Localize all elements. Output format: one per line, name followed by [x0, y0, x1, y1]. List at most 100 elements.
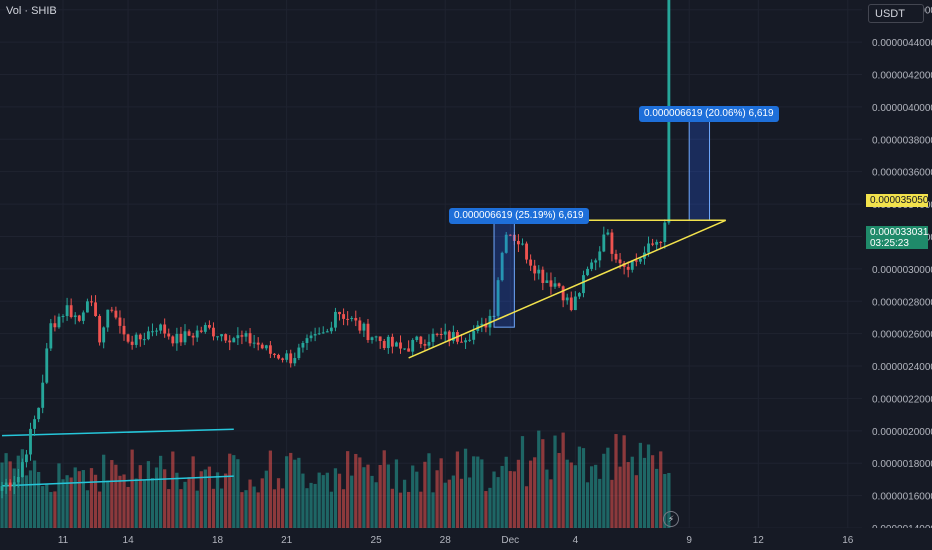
candle-body: [142, 339, 146, 341]
candle-body: [98, 315, 102, 343]
volume-bar: [203, 469, 207, 528]
candle-body: [281, 358, 285, 360]
y-axis-background: [862, 0, 932, 550]
candle-body: [37, 407, 41, 420]
volume-bar: [73, 467, 77, 528]
candle-body: [346, 318, 350, 320]
volume-bar: [650, 455, 655, 528]
candle-body: [598, 251, 602, 261]
volume-bar: [268, 450, 273, 528]
candle-body: [378, 336, 382, 341]
volume-bar: [191, 456, 195, 528]
y-axis: 0.00000460000.00000440000.00000420000.00…: [862, 0, 932, 550]
volume-bar: [553, 435, 557, 528]
lightning-icon[interactable]: ⚡: [663, 511, 679, 527]
candle-body: [244, 333, 248, 337]
volume-bar: [520, 436, 525, 528]
candle-body: [163, 324, 167, 334]
volume-bar: [12, 468, 16, 528]
candle-body: [45, 348, 49, 383]
volume-bar: [163, 469, 167, 528]
volume-bar: [646, 444, 651, 528]
candle-body: [362, 323, 366, 331]
channel-line-lower: [2, 475, 234, 487]
volume-bar: [102, 454, 106, 528]
volume-bar: [427, 453, 431, 528]
candle-body: [77, 315, 81, 321]
y-tick-label: 0.0000036000: [872, 168, 932, 179]
candle-body: [399, 342, 402, 349]
resistance-price-tag: 0.000035050: [866, 194, 928, 207]
volume-bar: [341, 489, 346, 528]
candle-body: [659, 241, 663, 243]
candle-body: [130, 341, 134, 345]
candle-body: [171, 336, 175, 344]
volume-bar: [589, 466, 594, 528]
candle-body: [146, 331, 150, 340]
volume-bar: [439, 458, 443, 528]
volume-bar: [541, 439, 545, 528]
candle-body: [419, 336, 423, 345]
candle-body: [480, 323, 484, 326]
candle-body: [415, 336, 419, 341]
candle-body: [468, 339, 472, 341]
volume-bar: [207, 466, 212, 528]
candle-body: [216, 336, 219, 338]
candle-body: [236, 335, 240, 339]
volume-bar: [154, 467, 159, 528]
volume-bar: [219, 488, 224, 528]
candle-body: [212, 327, 215, 337]
candle-body: [334, 311, 337, 328]
candle-body: [0, 486, 4, 491]
candle-body: [545, 280, 549, 283]
volume-bar: [614, 434, 618, 528]
volume-bar: [463, 448, 468, 528]
candle-body: [350, 317, 354, 319]
candle-body: [25, 454, 28, 463]
volume-bar: [577, 446, 582, 528]
candle-body: [69, 305, 73, 318]
candle-body: [374, 336, 378, 338]
candle-body: [638, 258, 642, 262]
candle-body: [81, 312, 85, 321]
volume-bar: [504, 456, 508, 528]
volume-bar: [285, 456, 289, 528]
candle-body: [529, 259, 533, 266]
volume-indicator-label: Vol · SHIB: [6, 5, 57, 17]
volume-bar: [97, 491, 102, 528]
measure-callout-1: 0.000006619 (25.19%) 6,619: [449, 208, 589, 224]
candle-body: [590, 262, 594, 269]
volume-bar: [276, 478, 281, 528]
y-tick-label: 0.0000044000: [872, 38, 932, 49]
candle-body: [85, 301, 89, 313]
volume-bar: [106, 480, 110, 528]
volume-bar: [20, 449, 24, 528]
volume-bar: [374, 482, 378, 528]
candle-body: [122, 325, 126, 335]
candle-body: [338, 311, 341, 315]
volume-bar: [626, 462, 630, 528]
volume-bar: [480, 459, 484, 528]
candle-body: [484, 323, 488, 328]
candle-body: [549, 280, 553, 287]
volume-bar: [244, 490, 248, 528]
volume-bar: [49, 492, 53, 528]
candle-body: [114, 310, 118, 318]
volume-bar: [545, 469, 549, 528]
measure-callout-2: 0.000006619 (20.06%) 6,619: [639, 106, 779, 122]
candle-body: [565, 297, 569, 301]
volume-bar: [171, 451, 175, 528]
candle-body: [460, 341, 463, 343]
candle-body: [610, 232, 614, 254]
volume-bar: [346, 451, 350, 528]
candle-body: [134, 334, 138, 345]
currency-selector[interactable]: USDT: [868, 4, 924, 23]
x-tick-label: 12: [753, 535, 765, 546]
candle-body: [273, 353, 276, 355]
candle-body: [630, 260, 634, 270]
volume-bar: [232, 455, 236, 528]
volume-bar: [655, 468, 659, 528]
candle-body: [508, 234, 512, 236]
volume-bar: [256, 492, 260, 528]
